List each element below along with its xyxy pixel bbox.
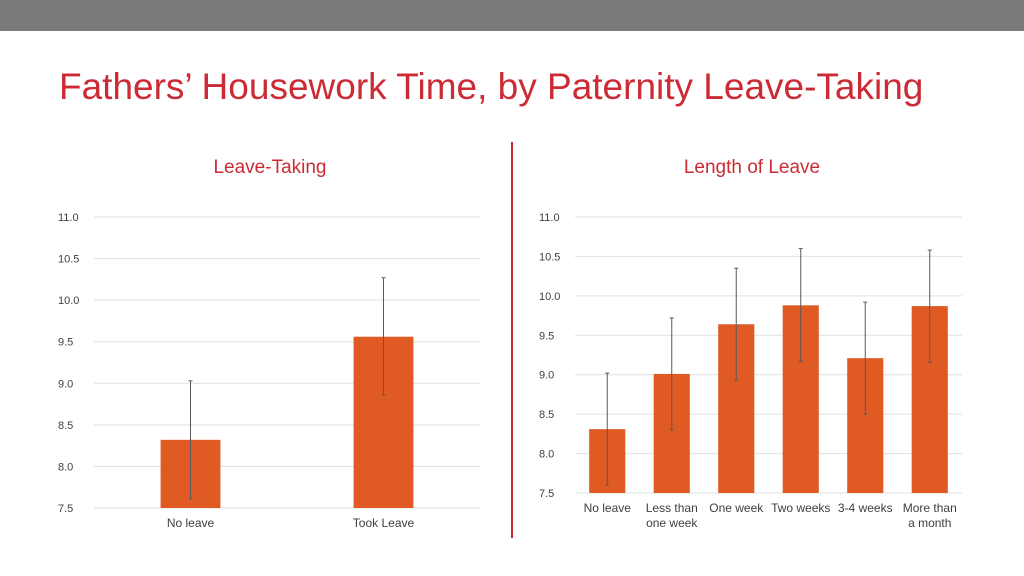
y-tick-label: 11.0 [539, 212, 560, 224]
y-tick-label: 9.5 [58, 337, 73, 349]
x-tick-label: More than a month [903, 501, 957, 530]
y-tick-label: 9.0 [58, 378, 73, 390]
chart-title-length-of-leave: Length of Leave [683, 157, 821, 178]
x-tick-label-line: More than [903, 501, 957, 515]
x-tick-label: One week [709, 501, 764, 515]
x-tick-label: Two weeks [771, 501, 830, 515]
header-bar [0, 0, 1024, 31]
y-tick-label: 10.0 [539, 291, 560, 303]
leave-taking-chart: 7.5 8.0 8.5 9.0 9.5 10.0 10.5 11.0 No leave Took … [58, 212, 480, 530]
x-tick-label-line: Took Leave [353, 516, 415, 530]
x-tick-label: Less than one week [646, 501, 699, 530]
y-tick-label: 9.5 [539, 330, 554, 342]
x-tick-label-line: No leave [167, 516, 215, 530]
x-tick-label: No leave [167, 516, 215, 530]
chart-title-leave-taking: Leave-Taking [213, 157, 327, 178]
y-tick-label: 9.0 [539, 370, 554, 382]
x-tick-label: 3-4 weeks [838, 501, 893, 515]
y-tick-label: 7.5 [58, 503, 73, 515]
x-tick-label-line: Less than [646, 501, 698, 515]
x-tick-label-line: one week [646, 516, 698, 530]
vertical-divider [511, 142, 513, 538]
x-tick-label-line: One week [709, 501, 764, 515]
y-tick-label: 8.0 [58, 461, 73, 473]
y-tick-label: 10.5 [539, 251, 560, 263]
x-tick-label-line: Two weeks [771, 501, 830, 515]
y-tick-label: 10.0 [58, 295, 79, 307]
x-tick-label-line: No leave [584, 501, 632, 515]
y-tick-label: 11.0 [58, 212, 79, 224]
y-tick-label: 7.5 [539, 488, 554, 500]
x-tick-label: Took Leave [353, 516, 415, 530]
y-tick-label: 8.5 [539, 409, 554, 421]
slide-title: Fathers’ Housework Time, by Paternity Le… [59, 66, 924, 107]
x-tick-label-line: a month [908, 516, 951, 530]
x-tick-label: No leave [584, 501, 632, 515]
y-tick-label: 8.5 [58, 420, 73, 432]
y-tick-label: 10.5 [58, 254, 79, 266]
y-tick-label: 8.0 [539, 449, 554, 461]
x-tick-label-line: 3-4 weeks [838, 501, 893, 515]
